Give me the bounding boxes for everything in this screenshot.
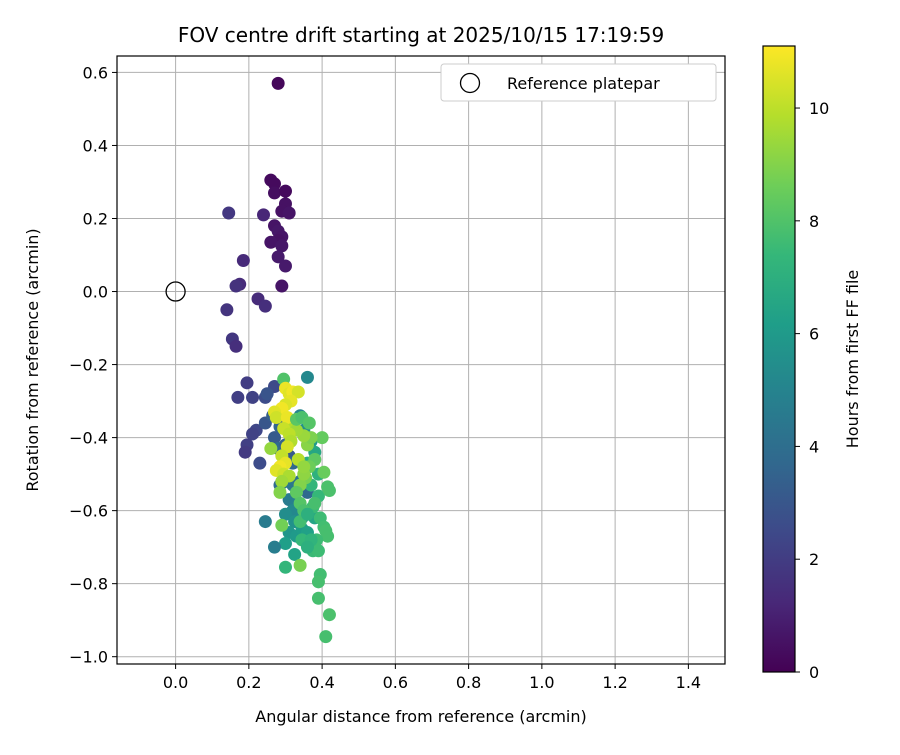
- data-point: [291, 385, 305, 399]
- data-point: [229, 279, 243, 293]
- data-point: [258, 299, 272, 313]
- x-tick-label: 1.2: [602, 673, 627, 692]
- data-point: [236, 253, 250, 267]
- data-point: [253, 456, 267, 470]
- grid-lines: [117, 56, 725, 664]
- data-point: [246, 427, 260, 441]
- colorbar-tick-label: 8: [809, 212, 819, 231]
- y-tick-label: −1.0: [69, 648, 108, 667]
- data-point: [220, 303, 234, 317]
- data-point: [275, 279, 289, 293]
- legend-box: [440, 63, 717, 102]
- colorbar-tick-label: 10: [809, 99, 829, 118]
- data-point: [278, 259, 292, 273]
- data-point: [321, 529, 335, 543]
- data-point: [267, 540, 281, 554]
- data-points: [220, 76, 336, 644]
- data-point: [246, 390, 260, 404]
- x-axis-ticks: 0.0 0.2 0.4 0.6 0.8 1.0 1.2 1.4: [163, 664, 701, 692]
- data-point: [264, 442, 278, 456]
- data-point: [278, 507, 292, 521]
- plot-area: [117, 56, 725, 664]
- data-point: [267, 177, 281, 191]
- x-tick-label: 0.6: [383, 673, 408, 692]
- chart-title: FOV centre drift starting at 2025/10/15 …: [178, 23, 664, 47]
- data-point: [264, 235, 278, 249]
- data-point: [288, 547, 302, 561]
- data-point: [311, 544, 325, 558]
- data-point: [300, 540, 314, 554]
- colorbar-label: Hours from first FF file: [843, 270, 862, 449]
- data-point: [269, 411, 283, 425]
- y-tick-label: −0.2: [69, 356, 108, 375]
- data-point: [238, 445, 252, 459]
- data-point: [319, 630, 333, 644]
- y-tick-label: 0.6: [83, 63, 108, 82]
- data-point: [260, 387, 274, 401]
- legend-marker-icon: [459, 72, 481, 94]
- colorbar-ticks: 0 2 4 6 8 10: [795, 99, 829, 682]
- plot-frame: [116, 55, 726, 665]
- y-axis-label: Rotation from reference (arcmin): [23, 228, 42, 491]
- colorbar-tick-label: 2: [809, 550, 819, 569]
- data-point: [297, 460, 311, 474]
- data-point: [267, 431, 281, 445]
- data-point: [322, 608, 336, 622]
- reference-platepar-marker: [165, 281, 186, 302]
- colorbar-tick-label: 4: [809, 437, 819, 456]
- colorbar: 0 2 4 6 8 10 Hours from first FF file: [762, 45, 862, 682]
- data-point: [317, 465, 331, 479]
- y-tick-label: −0.4: [69, 429, 108, 448]
- x-tick-label: 1.4: [676, 673, 701, 692]
- legend-label: Reference platepar: [507, 74, 660, 93]
- data-point: [257, 208, 271, 222]
- data-point: [289, 485, 303, 499]
- data-point: [300, 507, 314, 521]
- x-tick-label: 0.2: [236, 673, 261, 692]
- data-point: [302, 416, 316, 430]
- data-point: [278, 536, 292, 550]
- x-tick-label: 0.4: [309, 673, 334, 692]
- data-point: [240, 376, 254, 390]
- y-tick-label: 0.0: [83, 283, 108, 302]
- data-point: [267, 186, 281, 200]
- y-axis-ticks: 0.6 0.4 0.2 0.0 −0.2 −0.4 −0.6 −0.8 −1.0: [69, 63, 117, 667]
- data-point: [275, 239, 289, 253]
- x-tick-label: 1.0: [529, 673, 554, 692]
- data-point: [278, 560, 292, 574]
- data-point: [229, 339, 243, 353]
- data-point: [271, 250, 285, 264]
- data-point: [322, 484, 336, 498]
- data-point: [293, 558, 307, 572]
- data-point: [275, 474, 289, 488]
- x-tick-label: 0.0: [163, 673, 188, 692]
- data-point: [311, 591, 325, 605]
- data-point: [308, 496, 322, 510]
- data-point: [222, 206, 236, 220]
- data-point: [271, 76, 285, 90]
- data-point: [273, 485, 287, 499]
- legend: Reference platepar: [440, 63, 717, 102]
- colorbar-tick-label: 0: [809, 663, 819, 682]
- colorbar-frame: [762, 45, 796, 673]
- data-point: [311, 575, 325, 589]
- x-axis-label: Angular distance from reference (arcmin): [255, 707, 586, 726]
- data-point: [231, 390, 245, 404]
- colorbar-gradient: [763, 46, 795, 672]
- data-point: [300, 370, 314, 384]
- x-tick-label: 0.8: [456, 673, 481, 692]
- y-tick-label: 0.4: [83, 136, 108, 155]
- y-tick-label: −0.8: [69, 575, 108, 594]
- data-point: [282, 206, 296, 220]
- data-point: [278, 184, 292, 198]
- y-tick-label: 0.2: [83, 209, 108, 228]
- data-point: [275, 518, 289, 532]
- data-point: [258, 515, 272, 529]
- colorbar-tick-label: 6: [809, 325, 819, 344]
- data-point: [315, 431, 329, 445]
- y-tick-label: −0.6: [69, 502, 108, 521]
